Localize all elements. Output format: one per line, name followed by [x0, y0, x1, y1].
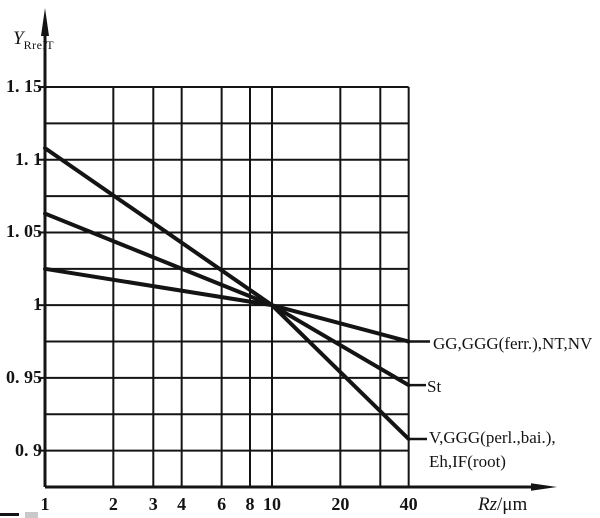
scan-artifact-blot: [25, 512, 38, 518]
annotation-series-v-line2: Eh,IF(root): [429, 452, 506, 471]
x-tick-label: 4: [177, 494, 187, 514]
x-axis-unit: /μm: [497, 494, 528, 515]
annotation-series-gg: GG,GGG(ferr.),NT,NV: [433, 334, 593, 353]
x-axis-title: Rz/μm: [478, 494, 527, 516]
y-tick-label: 1. 05: [6, 221, 42, 242]
y-axis-symbol-subscript: RrelT: [23, 37, 55, 52]
y-tick-label: 0. 95: [6, 366, 42, 387]
x-tick-label: 8: [245, 494, 255, 514]
x-tick-label: 40: [399, 494, 418, 514]
annotation-series-v: V,GGG(perl.,bai.), Eh,IF(root): [429, 426, 556, 474]
y-tick-label: 0. 9: [15, 439, 42, 460]
x-tick-label: 1: [40, 494, 50, 514]
y-axis-arrow-icon: [41, 8, 49, 36]
x-tick-label: 20: [331, 494, 350, 514]
x-axis-symbol: Rz: [478, 494, 497, 515]
y-axis-symbol: Y: [13, 28, 24, 49]
x-axis-arrow-icon: [531, 483, 557, 491]
y-axis-title: YRrelT: [13, 28, 54, 53]
annotation-series-v-line1: V,GGG(perl.,bai.),: [429, 428, 556, 447]
annotation-series-st: St: [427, 377, 442, 396]
y-tick-label: 1: [33, 294, 42, 315]
y-tick-label: 1. 1: [15, 148, 42, 169]
x-tick-label: 10: [263, 494, 281, 514]
x-tick-label: 6: [217, 494, 227, 514]
series-line-2: [43, 146, 411, 441]
x-tick-label: 3: [148, 494, 158, 514]
y-tick-label: 1. 15: [6, 76, 42, 96]
scan-artifact-dash: [0, 513, 19, 516]
x-tick-label: 2: [108, 494, 118, 514]
